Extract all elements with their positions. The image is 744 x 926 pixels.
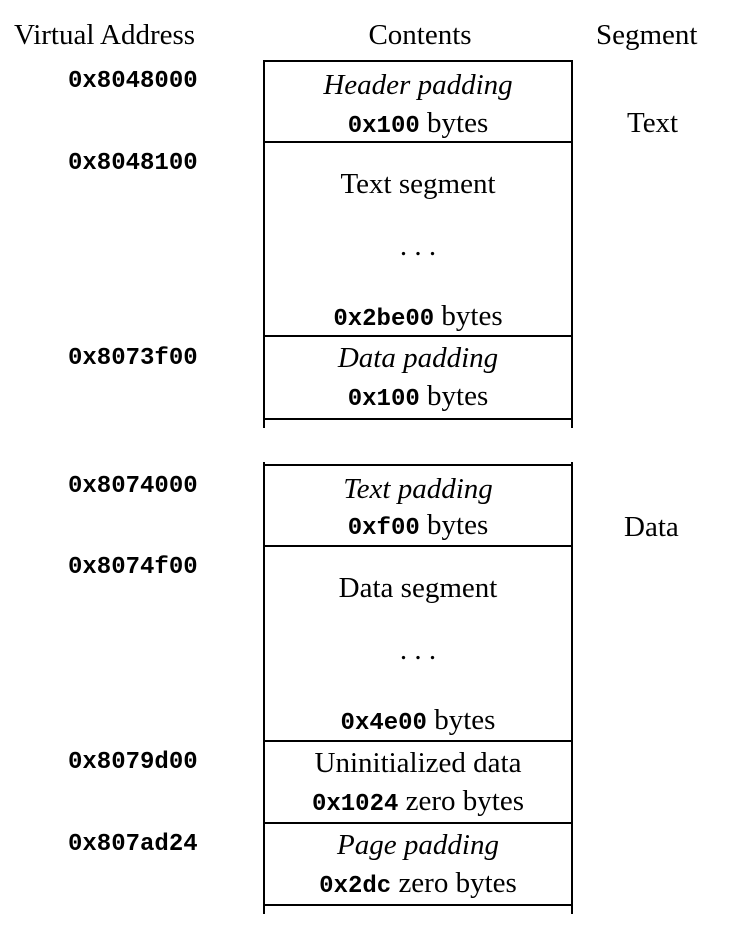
row-name: Text segment [340, 168, 496, 200]
size-unit: zero bytes [405, 785, 525, 817]
row-size: 0xf00 bytes [265, 508, 571, 546]
header-virtual-address: Virtual Address [14, 19, 196, 51]
address-label: 0x8048100 [68, 150, 198, 177]
row-name: Data padding [337, 342, 499, 374]
size-value: 0x2dc [319, 873, 392, 900]
size-value: 0x100 [347, 113, 420, 140]
size-value: 0x2be00 [333, 306, 435, 333]
address-label: 0x8048000 [68, 68, 198, 95]
row-name: Header padding [323, 69, 513, 101]
row-ellipsis: . . . [399, 634, 437, 666]
address-label: 0x8074f00 [68, 554, 198, 581]
size-value: 0x1024 [311, 791, 399, 818]
row-size: 0x4e00 bytes [265, 703, 571, 741]
row-name: Page padding [337, 829, 499, 861]
row-size: 0x100 bytes [265, 379, 571, 417]
memory-row-text-padding: Text padding 0xf00 bytes [265, 464, 571, 547]
segment-label-data: Data [624, 511, 679, 543]
data-segment-box: Text padding 0xf00 bytes Data segment . … [263, 464, 573, 908]
text-segment-box: Header padding 0x100 bytes Text segment … [263, 60, 573, 422]
row-size: 0x100 bytes [265, 106, 571, 144]
box-edge-tick [571, 420, 573, 428]
memory-row-header-padding: Header padding 0x100 bytes [265, 60, 571, 143]
memory-row-text-segment: Text segment . . . 0x2be00 bytes [265, 141, 571, 337]
memory-row-uninitialized-data: Uninitialized data 0x1024 zero bytes [265, 740, 571, 824]
memory-row-data-padding: Data padding 0x100 bytes [265, 335, 571, 420]
address-label: 0x8073f00 [68, 345, 198, 372]
address-label: 0x8074000 [68, 473, 198, 500]
row-name: Uninitialized data [314, 747, 522, 779]
address-label: 0x807ad24 [68, 831, 198, 858]
size-unit: bytes [427, 380, 489, 412]
box-edge-tick [263, 906, 265, 914]
size-unit: zero bytes [398, 867, 517, 899]
box-edge-tick [263, 420, 265, 428]
row-size: 0x2dc zero bytes [265, 866, 571, 904]
row-name: Text padding [343, 473, 493, 505]
size-value: 0xf00 [347, 515, 420, 542]
size-unit: bytes [441, 300, 503, 332]
header-contents: Contents [368, 19, 472, 51]
size-unit: bytes [427, 107, 489, 139]
row-name: Data segment [338, 572, 498, 604]
row-size: 0x2be00 bytes [265, 299, 571, 337]
row-ellipsis: . . . [399, 230, 437, 262]
size-unit: bytes [427, 509, 489, 541]
box-edge-tick [571, 906, 573, 914]
address-label: 0x8079d00 [68, 749, 198, 776]
memory-row-data-segment: Data segment . . . 0x4e00 bytes [265, 545, 571, 742]
size-value: 0x100 [347, 386, 420, 413]
size-value: 0x4e00 [340, 710, 427, 737]
row-size: 0x1024 zero bytes [265, 784, 571, 822]
header-segment: Segment [596, 19, 698, 51]
size-unit: bytes [434, 704, 496, 736]
memory-row-page-padding: Page padding 0x2dc zero bytes [265, 822, 571, 906]
segment-label-text: Text [627, 107, 679, 139]
